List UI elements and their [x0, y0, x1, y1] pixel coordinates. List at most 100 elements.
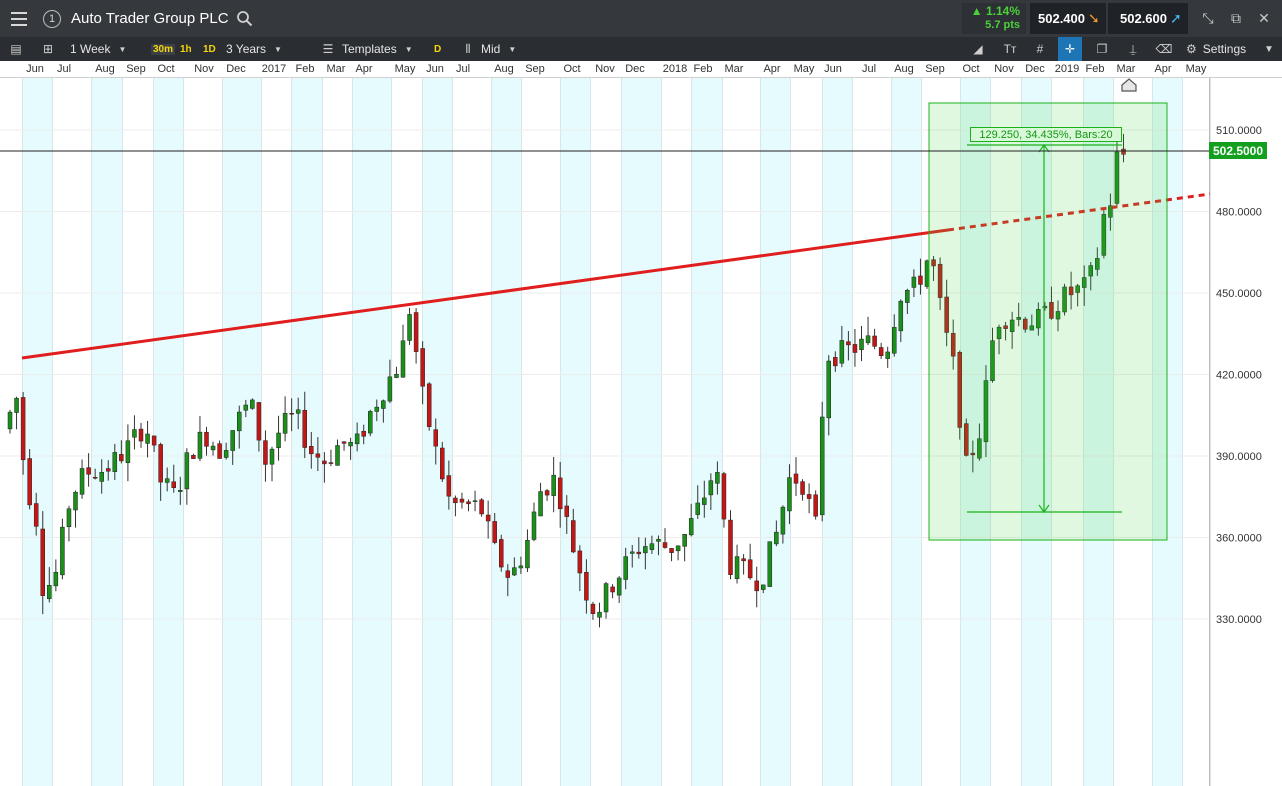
sell-button[interactable]: 502.400 ➘	[1030, 3, 1106, 34]
text-tool-icon[interactable]: Tт	[1003, 42, 1017, 56]
candle-up	[47, 585, 52, 600]
alert-icon[interactable]: ⍊	[1129, 41, 1137, 56]
candle-up	[649, 543, 655, 550]
candle-up	[178, 490, 183, 492]
candle-down	[950, 333, 956, 357]
candle-down	[20, 397, 26, 461]
candle-up	[774, 531, 779, 545]
month-band	[560, 78, 590, 786]
candle-up	[197, 431, 203, 459]
candle-up	[73, 491, 78, 511]
external-link-icon[interactable]: ⧉	[1231, 10, 1241, 26]
price-tick: 510.0000	[1216, 125, 1262, 137]
eraser-icon[interactable]: ⌫	[1155, 42, 1173, 56]
month-label: Apr	[355, 63, 373, 75]
month-label: Apr	[1154, 63, 1172, 75]
candle-down	[485, 514, 491, 522]
price-chart[interactable]: 510.0000 480.0000 450.0000 420.0000 390.0000…	[0, 78, 1282, 786]
candle-up	[381, 400, 386, 409]
buy-button[interactable]: 502.600 ➚	[1108, 3, 1188, 34]
candle-up	[616, 577, 622, 596]
candle-up	[368, 411, 373, 434]
candle-up	[885, 351, 890, 359]
candle-up	[761, 584, 766, 590]
candle-up	[230, 430, 235, 451]
close-icon[interactable]: ✕	[1258, 10, 1270, 26]
interval-dropdown[interactable]: 1 Week	[70, 37, 148, 61]
info-button[interactable]: 1	[38, 0, 66, 37]
quick-interval-1h[interactable]: 1h	[178, 37, 194, 61]
buy-arrow-icon: ➚	[1170, 10, 1182, 26]
candle-up	[1055, 311, 1061, 320]
candle-up	[400, 340, 406, 378]
crosshair-icon[interactable]: ✛	[1058, 37, 1082, 61]
candle-up	[1009, 319, 1015, 332]
shrink-icon[interactable]: ⤡	[1202, 10, 1214, 26]
settings-button[interactable]: ⚙ Settings	[1186, 37, 1246, 61]
quick-interval-30m[interactable]: 30m	[151, 37, 176, 61]
candle-up	[990, 340, 995, 382]
draw-line-icon[interactable]: ◢	[973, 42, 983, 56]
candle-down	[800, 481, 805, 495]
layout-icon[interactable]: ▤	[10, 42, 22, 56]
templates-dropdown[interactable]: Templates	[342, 37, 413, 61]
candle-up	[538, 491, 543, 517]
candle-down	[590, 603, 596, 614]
candle-down	[256, 402, 262, 441]
scroll-to-latest-icon[interactable]	[1121, 78, 1137, 92]
candles-icon[interactable]: ⫴	[465, 41, 471, 56]
window-controls: ⤡ ⧉ ✕	[1194, 0, 1282, 37]
candle-up	[531, 511, 537, 540]
instrument-title[interactable]: Auto Trader Group PLC	[71, 10, 229, 27]
grid-icon[interactable]: #	[1036, 42, 1044, 56]
candle-down	[1068, 286, 1074, 296]
price-type-dropdown[interactable]: Mid	[481, 37, 516, 61]
candle-down	[413, 312, 419, 352]
candle-down	[426, 383, 432, 427]
candle-down	[171, 481, 176, 488]
copy-icon[interactable]: ❐	[1096, 42, 1108, 56]
candle-up	[977, 438, 982, 459]
candle-up	[780, 506, 786, 535]
month-band	[822, 78, 852, 786]
candle-down	[957, 352, 962, 428]
candle-up	[819, 416, 825, 516]
quick-interval-1d[interactable]: 1D	[201, 37, 218, 61]
chart-toolbar: ▤ ⊞ 1 Week 30m 1h 1D 3 Years ☰ Templates…	[0, 37, 1282, 61]
candle-down	[453, 497, 458, 504]
candle-down	[119, 454, 124, 462]
month-label: Aug	[894, 63, 914, 75]
candle-up	[623, 556, 628, 580]
candle-down	[505, 570, 511, 578]
gear-icon: ⚙	[1186, 42, 1197, 56]
search-icon[interactable]	[236, 10, 254, 28]
chart-area[interactable]: 510.0000 480.0000 450.0000 420.0000 390.0000…	[0, 78, 1282, 786]
month-label: Jul	[455, 63, 471, 75]
candle-up	[1114, 151, 1120, 204]
candle-up	[1075, 285, 1080, 293]
candle-up	[924, 260, 930, 287]
candle-up	[132, 429, 137, 438]
d-tag-button[interactable]: D	[432, 37, 444, 61]
templates-label: Templates	[342, 42, 397, 56]
candle-up	[407, 314, 412, 341]
menu-icon[interactable]	[0, 0, 38, 37]
price-tick: 330.0000	[1216, 614, 1262, 626]
range-dropdown[interactable]: 3 Years	[226, 37, 308, 61]
candle-down	[361, 430, 366, 437]
candle-down	[813, 494, 818, 517]
candle-down	[479, 499, 484, 515]
candle-up	[269, 448, 275, 465]
change-points: 5.7 pts	[985, 19, 1020, 31]
compare-icon[interactable]: ⊞	[42, 42, 54, 56]
month-label: Dec	[226, 63, 246, 75]
month-label: Sep	[126, 63, 146, 75]
candle-up	[387, 376, 393, 402]
candle-down	[86, 467, 91, 475]
month-label: Jun	[26, 63, 44, 75]
interval-value: 1 Week	[70, 42, 111, 56]
instrument-header: 1 Auto Trader Group PLC ▲ 1.14% 5.7 pts …	[0, 0, 1282, 37]
toolbar-overflow-icon[interactable]: ▼	[1264, 43, 1274, 55]
month-label: Feb	[693, 63, 713, 75]
